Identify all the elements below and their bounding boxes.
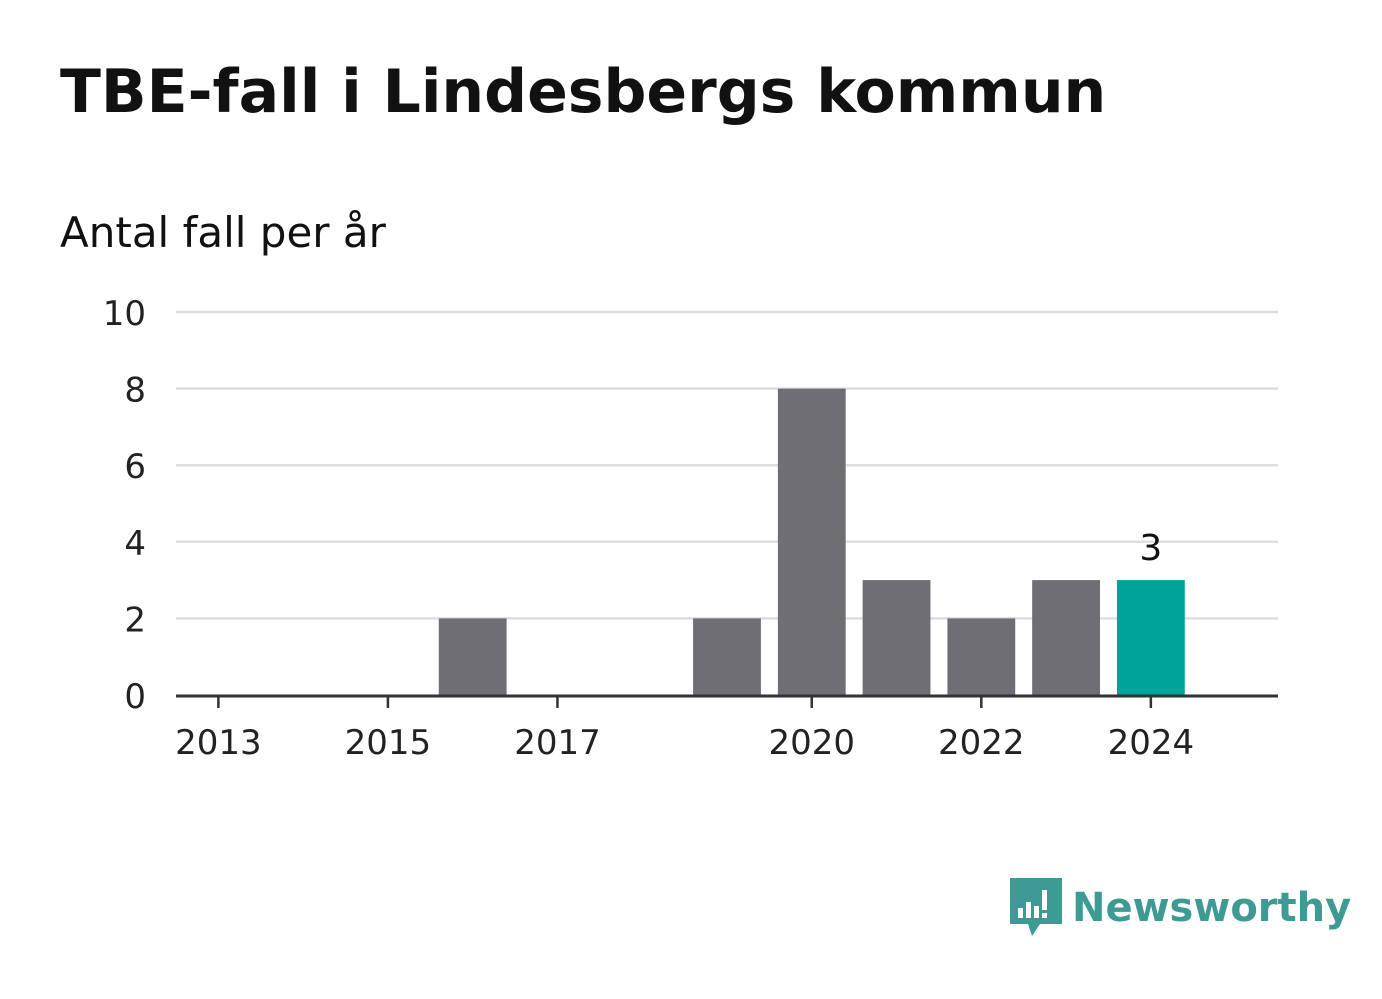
- y-tick-label: 8: [124, 371, 146, 411]
- data-labels: 3: [1139, 528, 1162, 569]
- bar: [777, 388, 846, 695]
- x-tick-label: 2024: [1108, 723, 1195, 763]
- y-tick-label: 2: [124, 600, 146, 640]
- bar: [862, 580, 931, 695]
- bar: [693, 618, 761, 695]
- x-tick-label: 2020: [769, 723, 856, 763]
- bar: [1032, 580, 1100, 695]
- x-axis: 2013 2015 2017 2020 2022 2024: [175, 694, 1278, 763]
- x-tick-label: 2013: [175, 723, 262, 763]
- x-tick-label: 2022: [938, 723, 1025, 763]
- y-axis-ticks: 0 2 4 6 8 10: [103, 294, 146, 717]
- y-tick-label: 10: [103, 294, 146, 334]
- y-tick-label: 0: [124, 677, 146, 717]
- y-tick-label: 6: [124, 447, 146, 487]
- data-label: 3: [1139, 528, 1162, 569]
- grid-lines: [176, 310, 1278, 620]
- bar: [438, 618, 507, 695]
- chart-title: TBE-fall i Lindesbergs kommun: [60, 57, 1107, 127]
- x-tick-label: 2015: [345, 723, 432, 763]
- bars: [438, 388, 1185, 695]
- brand-logo: Newsworthy: [1010, 878, 1351, 938]
- bar: [1116, 580, 1185, 695]
- brand-name: Newsworthy: [1072, 885, 1352, 931]
- chart-subtitle: Antal fall per år: [60, 208, 386, 257]
- bar: [947, 618, 1016, 695]
- newsworthy-logo-icon: [1010, 878, 1062, 936]
- y-tick-label: 4: [124, 524, 146, 564]
- x-tick-label: 2017: [514, 723, 601, 763]
